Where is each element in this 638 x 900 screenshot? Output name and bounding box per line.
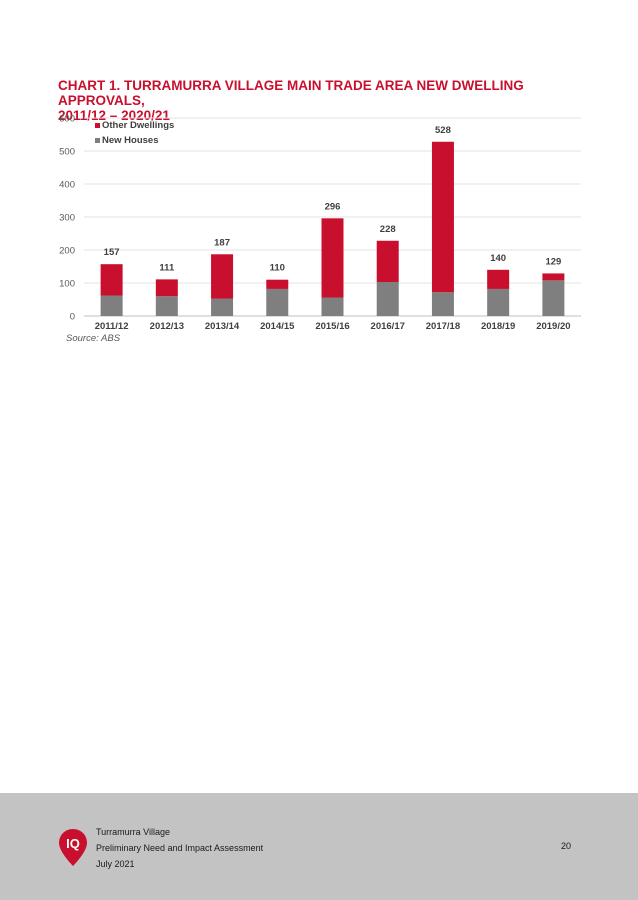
bar-other-dwellings: [100, 264, 123, 296]
footer-project-name: Turramurra Village: [96, 827, 171, 837]
bar-chart: 0 100 200 300 400 500 600 157 111 187 110 296 228 52…: [59, 114, 581, 332]
chart-source: Source: ABS: [66, 333, 121, 344]
x-tick-label: 2016/17: [371, 321, 405, 332]
legend-label: Other Dwellings: [102, 120, 174, 131]
bar-other-dwellings: [211, 254, 234, 299]
bar-new-houses: [100, 295, 123, 316]
y-tick-label: 0: [70, 312, 75, 323]
bar-total-label: 111: [159, 262, 175, 273]
bar-other-dwellings: [155, 279, 178, 297]
bar-total-label: 187: [214, 237, 230, 248]
bar-other-dwellings: [431, 141, 454, 293]
page-footer: IQ Turramurra Village Preliminary Need a…: [0, 793, 638, 900]
bar-new-houses: [266, 288, 289, 316]
legend-swatch: [95, 138, 100, 143]
bar-total-label: 110: [270, 263, 285, 274]
y-tick-label: 500: [59, 147, 75, 158]
x-tick-label: 2013/14: [205, 321, 240, 332]
bar-total-label: 129: [545, 256, 561, 267]
bar-total-label: 157: [104, 247, 120, 258]
bar-new-houses: [211, 298, 234, 316]
bar-other-dwellings: [487, 269, 510, 289]
y-axis-ticks: 0 100 200 300 400 500 600: [59, 114, 75, 323]
bars: [100, 141, 565, 316]
bar-total-label: 528: [435, 125, 451, 136]
x-tick-label: 2015/16: [315, 321, 349, 332]
y-tick-label: 300: [59, 213, 75, 224]
iq-logo: IQ: [59, 829, 87, 866]
bar-total-label: 140: [490, 253, 506, 264]
x-tick-label: 2019/20: [536, 321, 570, 332]
page-number: 20: [561, 841, 572, 851]
bar-total-label: 296: [325, 201, 341, 212]
chart-title: CHART 1. TURRAMURRA VILLAGE MAIN TRADE A…: [58, 78, 598, 123]
bar-new-houses: [431, 292, 454, 316]
bar-other-dwellings: [266, 279, 289, 289]
legend-label: New Houses: [102, 135, 159, 146]
footer-report-title: Preliminary Need and Impact Assessment: [96, 843, 264, 853]
bar-new-houses: [376, 282, 399, 316]
bar-other-dwellings: [376, 240, 399, 283]
bar-new-houses: [487, 288, 510, 316]
footer-date: July 2021: [96, 859, 135, 869]
bar-other-dwellings: [321, 218, 344, 298]
chart-title-line: CHART 1. TURRAMURRA VILLAGE MAIN TRADE A…: [58, 78, 524, 108]
y-tick-label: 400: [59, 180, 75, 191]
y-tick-label: 200: [59, 246, 75, 257]
logo-text: IQ: [66, 836, 80, 851]
logo-pin-shape: [59, 829, 87, 866]
x-tick-label: 2011/12: [95, 321, 129, 332]
x-tick-label: 2014/15: [260, 321, 295, 332]
y-tick-label: 600: [59, 114, 75, 125]
chart-title-line: 2011/12 – 2020/21: [58, 108, 170, 123]
bar-new-houses: [321, 297, 344, 316]
total-labels: 157 111 187 110 296 228 528 140 129: [104, 125, 562, 274]
x-axis-ticks: 2011/12 2012/13 2013/14 2014/15 2015/16 2016/…: [95, 321, 571, 332]
bar-total-label: 228: [380, 224, 396, 235]
bar-new-houses: [542, 280, 565, 316]
x-tick-label: 2018/19: [481, 321, 515, 332]
legend: Other Dwellings New Houses: [95, 120, 174, 146]
x-tick-label: 2012/13: [150, 321, 184, 332]
bar-new-houses: [155, 296, 178, 316]
bar-other-dwellings: [542, 273, 565, 281]
legend-swatch: [95, 123, 100, 128]
x-tick-label: 2017/18: [426, 321, 460, 332]
y-tick-label: 100: [59, 279, 75, 290]
